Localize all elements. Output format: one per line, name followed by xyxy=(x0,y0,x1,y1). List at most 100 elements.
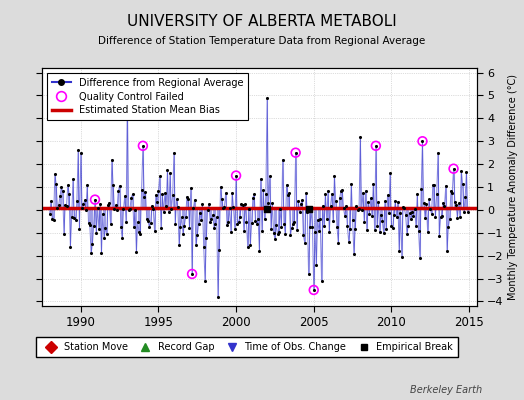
Point xyxy=(395,248,403,254)
Point xyxy=(404,223,412,229)
Point xyxy=(277,224,286,230)
Point xyxy=(298,197,307,203)
Point xyxy=(360,218,368,225)
Point xyxy=(321,191,330,197)
Point xyxy=(222,190,230,196)
Point xyxy=(224,219,233,226)
Point xyxy=(384,192,392,198)
Point xyxy=(430,182,438,188)
Point xyxy=(85,222,94,228)
Point xyxy=(173,204,182,210)
Y-axis label: Monthly Temperature Anomaly Difference (°C): Monthly Temperature Anomaly Difference (… xyxy=(508,74,518,300)
Point xyxy=(330,172,339,179)
Point xyxy=(109,182,117,188)
Point xyxy=(123,97,132,103)
Point xyxy=(57,184,66,190)
Point xyxy=(324,187,332,194)
Point xyxy=(341,213,349,220)
Point xyxy=(412,223,420,230)
Point xyxy=(97,250,106,256)
Point xyxy=(413,190,421,197)
Point xyxy=(290,219,299,225)
Point xyxy=(150,228,159,234)
Point xyxy=(220,203,228,210)
Point xyxy=(422,200,431,207)
Point xyxy=(216,184,225,190)
Point xyxy=(93,204,102,211)
Point xyxy=(51,171,59,177)
Point xyxy=(253,221,261,228)
Point xyxy=(299,232,308,239)
Point xyxy=(128,191,137,198)
Point xyxy=(280,220,288,227)
Point xyxy=(172,196,181,202)
Point xyxy=(181,214,190,221)
Point xyxy=(267,226,275,232)
Point xyxy=(230,204,238,211)
Point xyxy=(328,190,336,197)
Point xyxy=(185,224,194,231)
Point xyxy=(46,210,54,217)
Point xyxy=(254,216,263,222)
Point xyxy=(132,249,140,255)
Point xyxy=(118,235,126,242)
Point xyxy=(231,226,239,232)
Point xyxy=(333,224,341,231)
Point xyxy=(329,218,337,225)
Point xyxy=(438,213,446,220)
Point xyxy=(238,202,247,208)
Point xyxy=(337,188,345,194)
Point xyxy=(134,219,142,225)
Point xyxy=(258,228,266,234)
Point xyxy=(303,209,311,215)
Point xyxy=(311,229,319,235)
Point xyxy=(212,214,221,220)
Point xyxy=(195,210,204,216)
Point xyxy=(103,231,111,237)
Point xyxy=(462,168,471,175)
Point xyxy=(297,200,305,207)
Point xyxy=(320,222,329,229)
Point xyxy=(117,224,125,230)
Point xyxy=(426,206,434,212)
Point xyxy=(110,206,118,212)
Point xyxy=(385,210,393,216)
Point xyxy=(436,214,445,220)
Point xyxy=(237,201,245,208)
Point xyxy=(145,224,154,230)
Point xyxy=(454,200,463,206)
Point xyxy=(65,190,73,197)
Point xyxy=(241,200,249,207)
Point xyxy=(291,150,300,156)
Point xyxy=(310,287,318,293)
Point xyxy=(139,143,147,149)
Point xyxy=(347,180,355,187)
Point xyxy=(68,214,76,220)
Point xyxy=(183,194,191,200)
Point xyxy=(171,220,179,227)
Point xyxy=(354,207,362,213)
Point xyxy=(137,187,146,194)
Point xyxy=(228,189,236,196)
Point xyxy=(315,227,323,234)
Point xyxy=(266,173,274,179)
Point xyxy=(362,188,370,194)
Point xyxy=(450,166,458,172)
Point xyxy=(376,229,384,235)
Point xyxy=(450,166,458,172)
Point xyxy=(304,206,313,212)
Point xyxy=(390,212,398,218)
Point xyxy=(255,247,264,254)
Point xyxy=(122,219,130,225)
Point xyxy=(428,211,436,217)
Point xyxy=(461,194,470,200)
Point xyxy=(107,156,116,163)
Point xyxy=(158,191,167,198)
Point xyxy=(105,200,113,206)
Point xyxy=(127,194,135,201)
Text: UNIVERSITY OF ALBERTA METABOLI: UNIVERSITY OF ALBERTA METABOLI xyxy=(127,14,397,29)
Point xyxy=(291,150,300,156)
Point xyxy=(456,214,464,220)
Point xyxy=(214,294,222,300)
Point xyxy=(355,206,363,212)
